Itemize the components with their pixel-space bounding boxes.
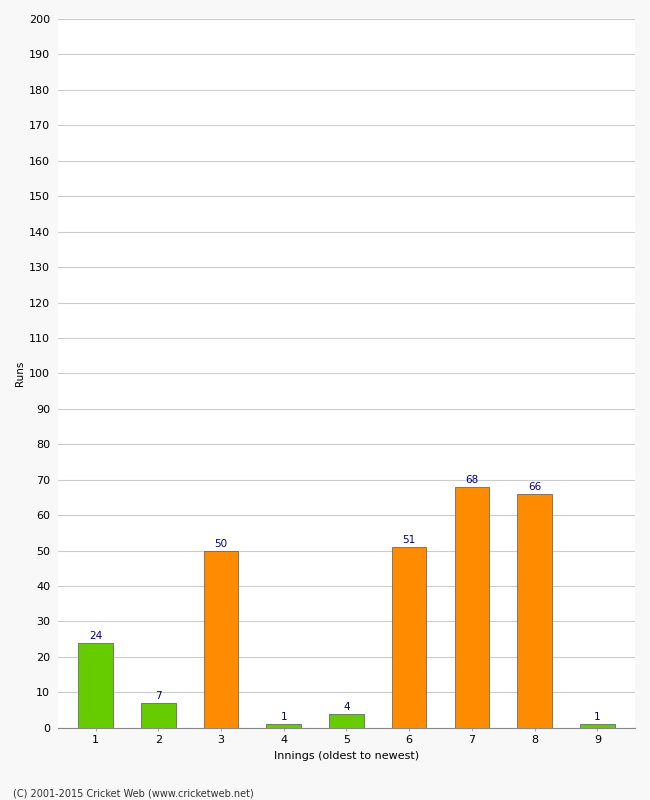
- Text: 68: 68: [465, 475, 478, 485]
- Bar: [392, 547, 426, 728]
- Text: 1: 1: [594, 713, 601, 722]
- Text: 1: 1: [280, 713, 287, 722]
- Bar: [266, 724, 301, 728]
- Text: 24: 24: [89, 631, 102, 641]
- Bar: [78, 642, 113, 728]
- Bar: [141, 703, 176, 728]
- Bar: [329, 714, 364, 728]
- Bar: [203, 550, 239, 728]
- Bar: [580, 724, 615, 728]
- Text: 51: 51: [402, 535, 416, 546]
- Bar: [517, 494, 552, 728]
- Y-axis label: Runs: Runs: [15, 361, 25, 386]
- Text: 4: 4: [343, 702, 350, 712]
- Bar: [454, 487, 489, 728]
- Text: 50: 50: [214, 539, 227, 549]
- Text: (C) 2001-2015 Cricket Web (www.cricketweb.net): (C) 2001-2015 Cricket Web (www.cricketwe…: [13, 788, 254, 798]
- Text: 7: 7: [155, 691, 162, 702]
- X-axis label: Innings (oldest to newest): Innings (oldest to newest): [274, 751, 419, 761]
- Text: 66: 66: [528, 482, 541, 492]
